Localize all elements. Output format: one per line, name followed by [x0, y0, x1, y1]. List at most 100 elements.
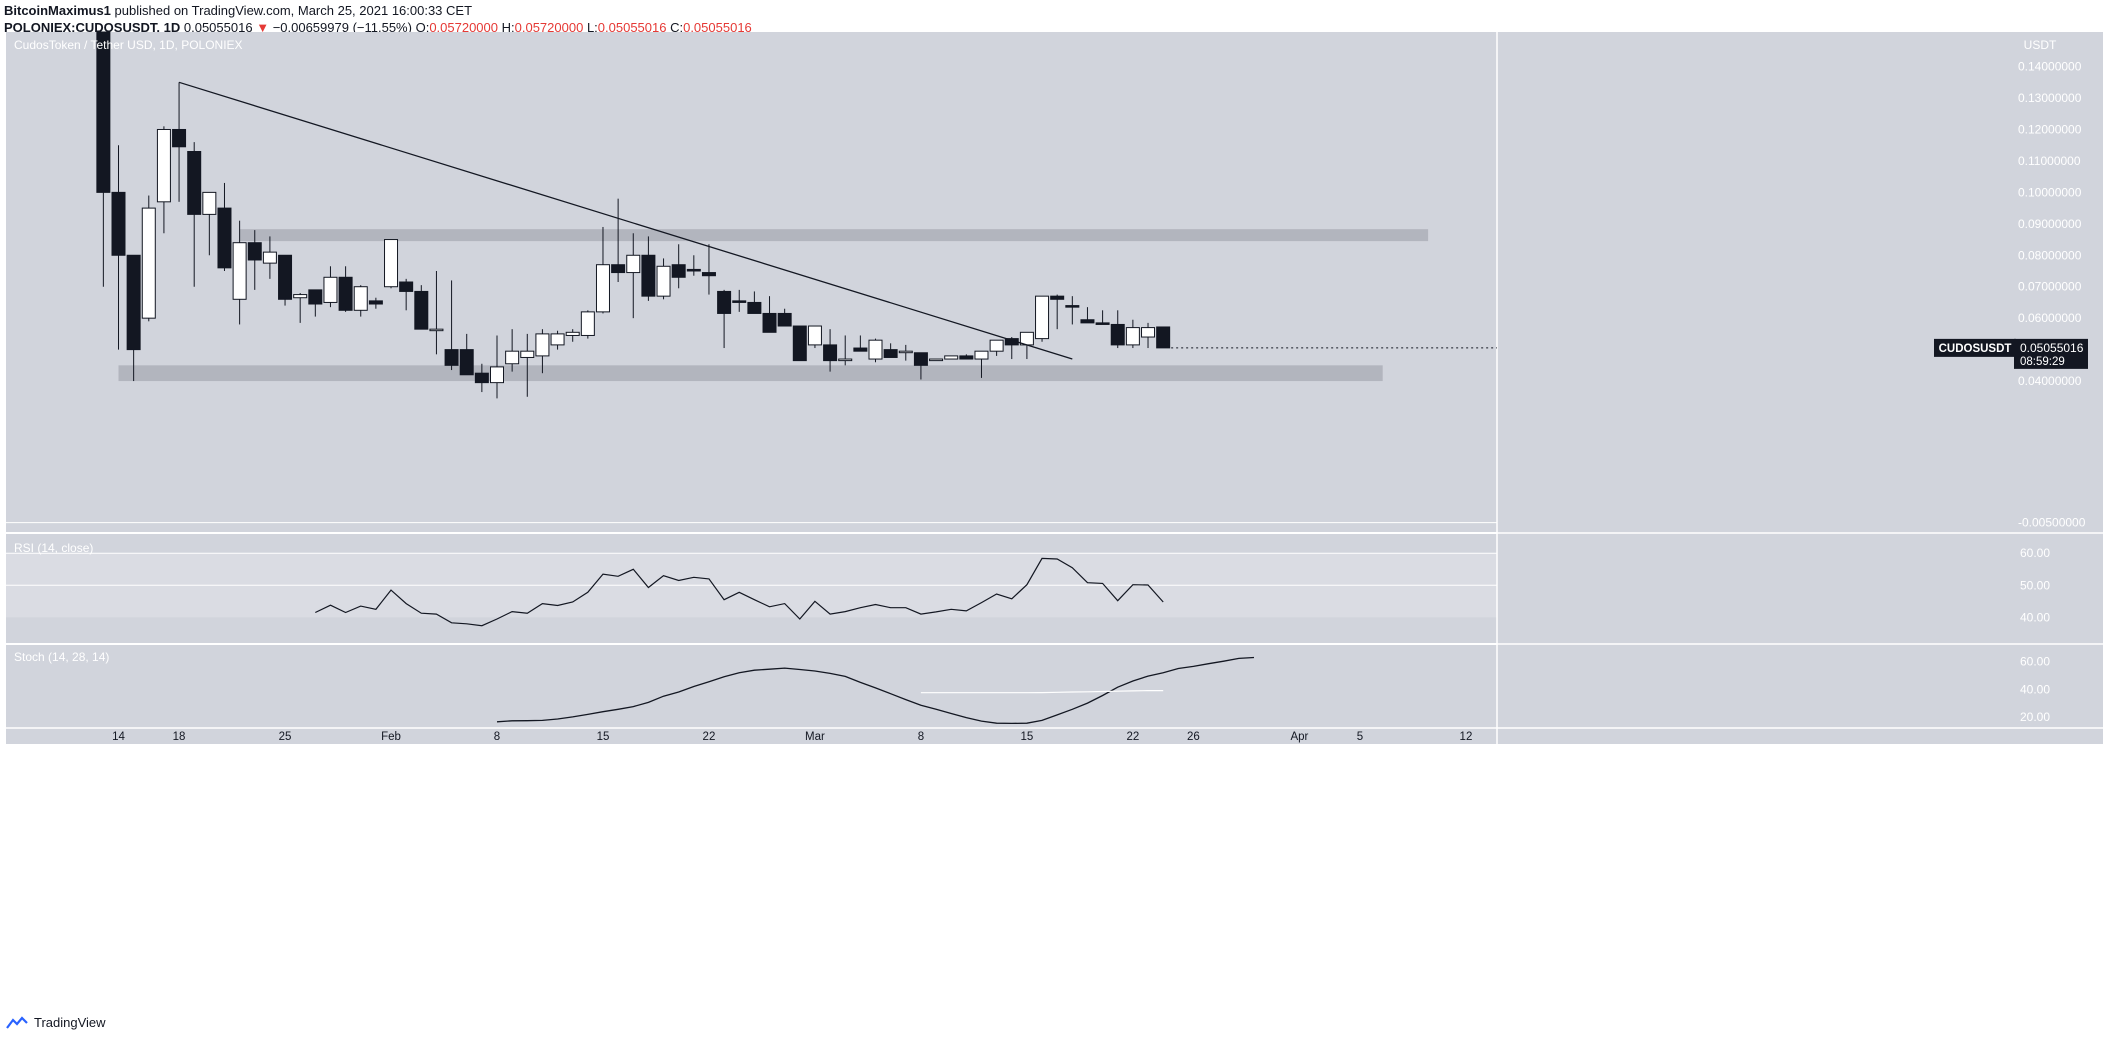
- candle[interactable]: [732, 289, 747, 312]
- candle[interactable]: [384, 239, 399, 289]
- candle[interactable]: [777, 308, 792, 327]
- candle[interactable]: [247, 230, 262, 290]
- candle[interactable]: [974, 350, 989, 378]
- candle[interactable]: [747, 291, 762, 314]
- candle[interactable]: [792, 325, 807, 362]
- candle[interactable]: [989, 339, 1004, 356]
- candle[interactable]: [172, 82, 187, 202]
- candle[interactable]: [520, 333, 535, 397]
- candle[interactable]: [929, 358, 944, 362]
- candle[interactable]: [262, 236, 277, 279]
- candle[interactable]: [1065, 296, 1080, 325]
- candle[interactable]: [595, 226, 610, 314]
- candle[interactable]: [823, 329, 838, 372]
- candle[interactable]: [535, 329, 550, 374]
- rsi-line[interactable]: [315, 557, 1164, 627]
- candle[interactable]: [565, 329, 580, 342]
- candle[interactable]: [96, 31, 111, 287]
- resistance-zone[interactable]: [239, 229, 1429, 242]
- stoch-k-line[interactable]: [496, 656, 1255, 725]
- candle-up-body: [1125, 327, 1140, 346]
- candle[interactable]: [913, 352, 928, 380]
- candle[interactable]: [838, 335, 853, 366]
- candle[interactable]: [686, 255, 701, 276]
- chart-canvas[interactable]: CudosToken / Tether USD, 1D, POLONIEX RS…: [0, 0, 2107, 1000]
- candle[interactable]: [1095, 310, 1110, 325]
- candle[interactable]: [338, 266, 353, 312]
- candle[interactable]: [868, 338, 883, 363]
- time-tick-label: Mar: [805, 731, 825, 743]
- candle[interactable]: [141, 195, 156, 322]
- candle[interactable]: [671, 244, 686, 289]
- low-label: L:: [586, 20, 598, 35]
- candle-up-body: [520, 350, 535, 358]
- candle[interactable]: [232, 220, 247, 325]
- candle[interactable]: [368, 297, 383, 309]
- candle-down-body: [747, 301, 762, 314]
- stoch-tick-label: 40.00: [2020, 682, 2050, 696]
- candle[interactable]: [1156, 326, 1171, 349]
- candle[interactable]: [701, 244, 716, 295]
- candle[interactable]: [898, 344, 913, 361]
- candle-down-body: [777, 312, 792, 327]
- candle[interactable]: [1035, 295, 1050, 342]
- price-tick-label: 0.14000000: [2018, 60, 2082, 74]
- candle[interactable]: [807, 325, 822, 349]
- candle[interactable]: [323, 266, 338, 308]
- stoch-panel[interactable]: [6, 645, 1497, 728]
- candle[interactable]: [883, 343, 898, 358]
- candle[interactable]: [308, 289, 323, 317]
- candle[interactable]: [611, 198, 626, 282]
- price-tick-label: 0.04000000: [2018, 374, 2082, 388]
- candle[interactable]: [1125, 319, 1140, 349]
- descending-trendline[interactable]: [178, 81, 1073, 360]
- candle-down-body: [399, 281, 414, 292]
- candle[interactable]: [414, 285, 429, 330]
- candle[interactable]: [474, 363, 489, 393]
- candle[interactable]: [641, 236, 656, 301]
- candle[interactable]: [959, 354, 974, 360]
- candle[interactable]: [853, 335, 868, 352]
- candle[interactable]: [626, 233, 641, 319]
- candle[interactable]: [293, 293, 308, 323]
- candle[interactable]: [353, 285, 368, 317]
- tradingview-logo-icon[interactable]: [6, 1016, 28, 1030]
- candle[interactable]: [278, 254, 293, 306]
- candle[interactable]: [1080, 307, 1095, 324]
- candle[interactable]: [444, 280, 459, 371]
- price-panel[interactable]: [6, 32, 1497, 532]
- candle[interactable]: [717, 289, 732, 349]
- candle[interactable]: [187, 142, 202, 287]
- candle[interactable]: [1141, 322, 1156, 349]
- candle[interactable]: [490, 335, 504, 399]
- candle[interactable]: [656, 258, 671, 300]
- candle[interactable]: [505, 329, 520, 372]
- candle[interactable]: [399, 278, 414, 311]
- candle[interactable]: [550, 330, 565, 350]
- candle[interactable]: [944, 355, 959, 360]
- author-name[interactable]: BitcoinMaximus1: [4, 3, 111, 18]
- time-axis[interactable]: [6, 728, 2103, 744]
- price-change: −0.00659979 (−11.55%): [272, 20, 412, 35]
- candle[interactable]: [111, 145, 126, 350]
- rsi-title: RSI (14, close): [14, 541, 93, 555]
- stoch-d-line[interactable]: [920, 689, 1164, 694]
- candle[interactable]: [202, 191, 217, 256]
- price-tick-label: 0.13000000: [2018, 91, 2082, 105]
- candle-up-body: [565, 331, 580, 336]
- candle-down-body: [792, 325, 807, 362]
- footer-brand[interactable]: TradingView: [34, 1015, 106, 1030]
- candle[interactable]: [459, 333, 474, 376]
- candle[interactable]: [156, 126, 171, 234]
- candle-up-body: [202, 191, 217, 215]
- candle[interactable]: [1050, 294, 1065, 330]
- candle[interactable]: [217, 182, 232, 271]
- candle[interactable]: [580, 310, 595, 339]
- symbol-badge-label: CUDOSUSDT: [1939, 343, 2012, 355]
- candle[interactable]: [126, 254, 141, 382]
- candle[interactable]: [762, 296, 777, 333]
- price-axis[interactable]: [1497, 32, 2103, 728]
- candle[interactable]: [1110, 310, 1125, 349]
- support-zone[interactable]: [118, 365, 1383, 382]
- candle[interactable]: [429, 270, 444, 355]
